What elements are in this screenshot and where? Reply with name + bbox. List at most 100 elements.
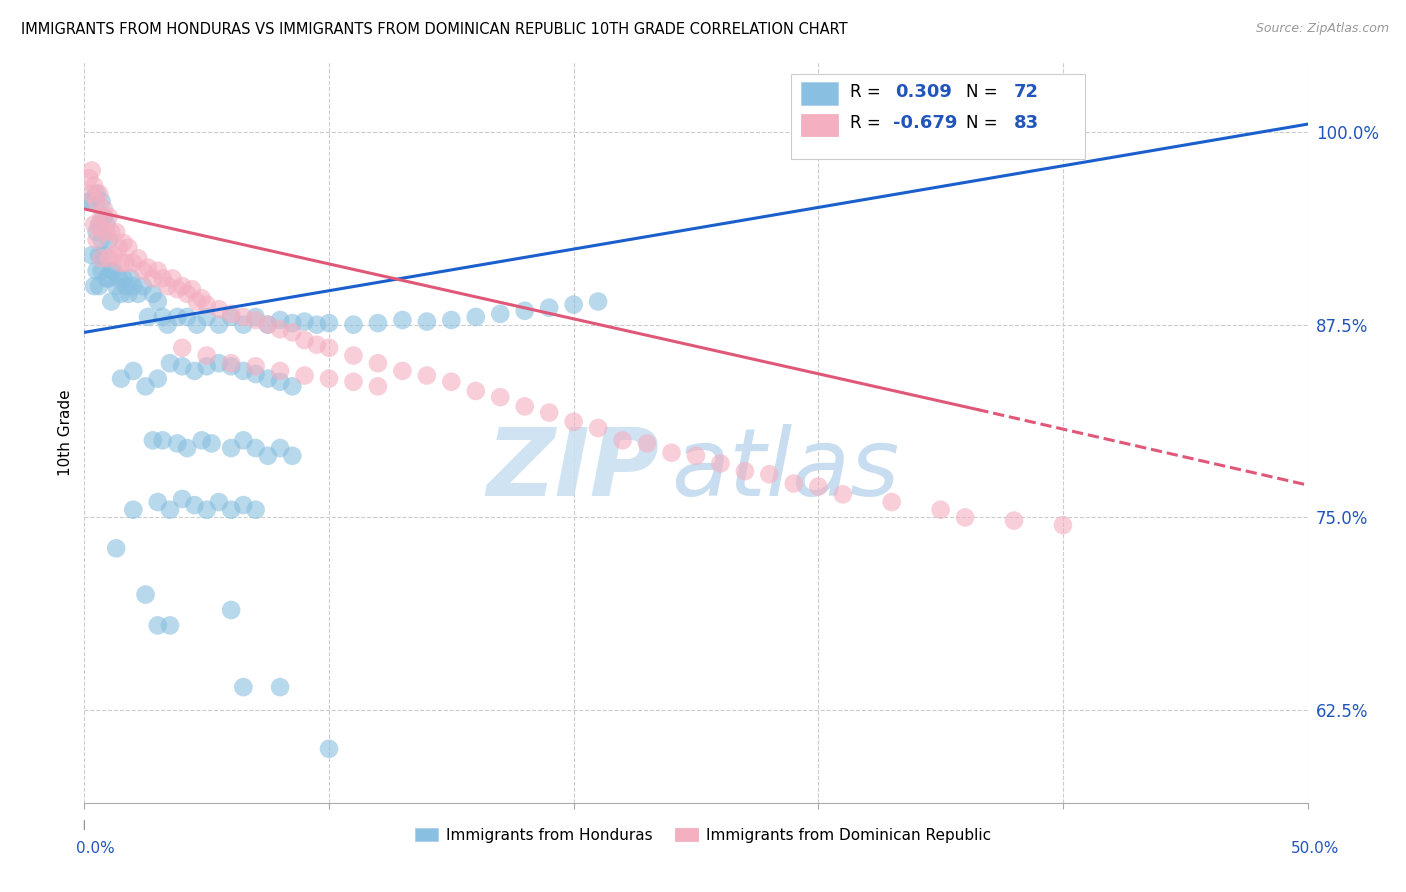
Point [200,436,222,450]
Point [586,294,609,309]
Point [80,186,103,201]
Point [195,349,218,363]
Point [367,379,389,393]
Point [112,235,135,250]
Point [219,502,242,516]
Point [245,359,267,374]
Text: IMMIGRANTS FROM HONDURAS VS IMMIGRANTS FROM DOMINICAN REPUBLIC 10TH GRADE CORREL: IMMIGRANTS FROM HONDURAS VS IMMIGRANTS F… [21,22,848,37]
Point [87,218,110,232]
Point [86,263,108,277]
Point [464,384,486,398]
Point [152,271,174,285]
Point [709,457,731,471]
Point [1052,518,1074,533]
Text: R =: R = [851,114,886,132]
Point [86,194,108,209]
Point [107,240,129,254]
Point [195,502,218,516]
Point [159,618,181,632]
Point [219,310,242,324]
Point [105,279,128,293]
Point [86,186,108,201]
Point [440,313,463,327]
Point [232,680,254,694]
Point [269,441,291,455]
Point [294,333,316,347]
Point [115,279,138,293]
Point [1002,514,1025,528]
Point [146,371,169,385]
Point [440,375,463,389]
Point [269,680,291,694]
Point [464,310,486,324]
Point [110,256,132,270]
Point [146,495,169,509]
Point [83,279,105,293]
Point [191,434,214,448]
Point [80,248,103,262]
Point [232,498,254,512]
Point [281,449,304,463]
Text: 0.0%: 0.0% [76,841,115,856]
Point [117,286,139,301]
Point [176,310,198,324]
Point [122,502,145,516]
Point [281,326,304,340]
Point [83,178,105,193]
Point [183,498,205,512]
Point [318,316,340,330]
Point [245,502,267,516]
Text: ZIP: ZIP [486,424,659,516]
Point [245,367,267,381]
Point [136,310,159,324]
Point [90,233,112,247]
Point [83,218,105,232]
Point [929,502,952,516]
Point [219,359,242,374]
Point [90,263,112,277]
Point [208,495,231,509]
Point [87,186,110,201]
Point [416,314,439,328]
Point [219,441,242,455]
Text: N =: N = [966,83,1002,101]
Point [191,292,214,306]
Point [489,307,512,321]
Point [159,356,181,370]
Point [538,301,561,315]
Point [953,510,976,524]
Point [156,318,179,332]
Point [122,364,145,378]
Point [219,356,242,370]
Point [562,415,585,429]
Point [97,271,120,285]
Point [586,421,609,435]
Point [318,371,340,385]
Point [166,310,188,324]
Point [107,271,129,285]
Point [636,436,658,450]
Text: 50.0%: 50.0% [1291,841,1339,856]
Point [257,318,280,332]
Point [122,279,145,293]
Point [208,356,231,370]
Point [115,256,138,270]
Point [257,371,280,385]
Point [100,263,122,277]
Point [86,233,108,247]
Point [112,271,135,285]
Point [159,502,181,516]
Point [734,464,756,478]
Point [281,316,304,330]
Point [391,313,413,327]
Point [93,248,115,262]
Point [195,310,218,324]
Point [156,279,179,293]
Point [807,480,830,494]
Point [305,337,328,351]
Point [110,286,132,301]
Point [152,434,174,448]
Point [318,341,340,355]
FancyBboxPatch shape [792,73,1085,159]
Point [538,406,561,420]
